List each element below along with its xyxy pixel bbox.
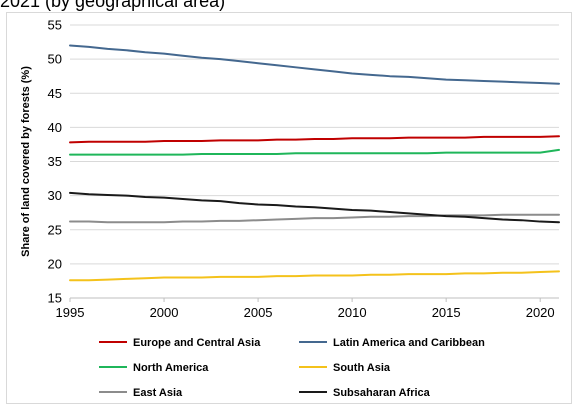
- chart-frame: 15 20 25 30 35 40 45 50 55 1995 2000 2005 2010 2015 2…: [6, 12, 572, 404]
- series-line-east-asia: [69, 213, 560, 224]
- legend-label-latin-america-and-caribbean: Latin America and Caribbean: [333, 337, 485, 349]
- series-line-south-asia: [69, 270, 560, 282]
- legend-label-east-asia: East Asia: [133, 387, 183, 399]
- x-tick-label-2020: 2020: [526, 305, 555, 320]
- y-tick-label-50: 50: [48, 52, 62, 67]
- x-tick-label-2015: 2015: [432, 305, 461, 320]
- chart-title: 2021 (by geographical area): [0, 0, 226, 11]
- legend-label-subsaharan-africa: Subsaharan Africa: [333, 387, 431, 399]
- y-tick-label-55: 55: [48, 18, 62, 33]
- y-tick-label-40: 40: [48, 120, 62, 135]
- x-tick-label-2000: 2000: [150, 305, 179, 320]
- series-line-latin-america-and-caribbean: [69, 44, 560, 85]
- x-tick-label-2005: 2005: [244, 305, 273, 320]
- y-tick-label-45: 45: [48, 86, 62, 101]
- y-tick-label-25: 25: [48, 222, 62, 237]
- legend-label-europe-and-central-asia: Europe and Central Asia: [133, 337, 261, 349]
- gridlines: [70, 24, 559, 265]
- legend-label-south-asia: South Asia: [333, 362, 391, 374]
- y-tick-label-20: 20: [48, 256, 62, 271]
- legend: Europe and Central Asia Latin America and…: [99, 337, 485, 399]
- y-axis-title: Share of land covered by forests (%): [20, 66, 32, 257]
- y-tick-label-35: 35: [48, 154, 62, 169]
- legend-label-north-america: North America: [133, 362, 209, 374]
- series-line-north-america: [69, 148, 560, 156]
- y-tick-label-30: 30: [48, 188, 62, 203]
- x-tick-labels: 1995 2000 2005 2010 2015 2020: [56, 305, 555, 320]
- axes: [69, 297, 559, 302]
- y-tick-label-15: 15: [48, 291, 62, 306]
- y-tick-labels: 15 20 25 30 35 40 45 50 55: [48, 18, 62, 306]
- series-line-europe-and-central-asia: [69, 135, 560, 144]
- forest-cover-line-chart: 15 20 25 30 35 40 45 50 55 1995 2000 2005 2010 2015 2…: [20, 18, 560, 399]
- x-tick-label-1995: 1995: [56, 305, 85, 320]
- series-line-subsaharan-africa: [69, 191, 560, 224]
- x-tick-label-2010: 2010: [338, 305, 367, 320]
- series-lines: [69, 44, 560, 282]
